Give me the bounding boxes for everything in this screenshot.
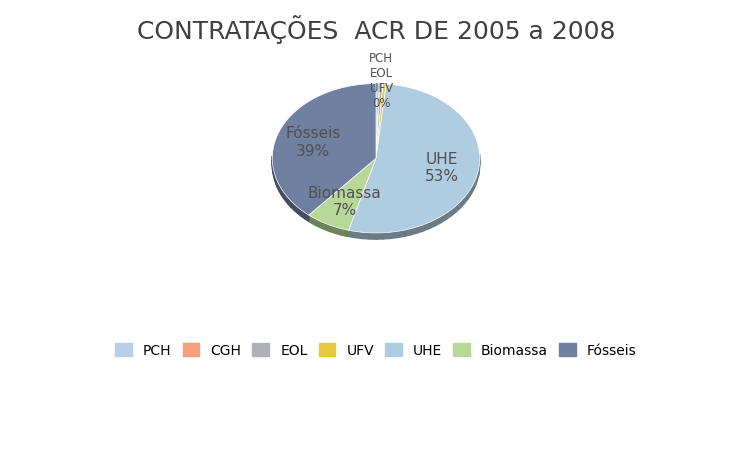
Polygon shape: [447, 210, 451, 220]
Polygon shape: [441, 214, 447, 223]
Polygon shape: [284, 193, 286, 202]
Polygon shape: [274, 175, 276, 185]
Polygon shape: [298, 208, 302, 217]
Polygon shape: [376, 85, 387, 159]
Polygon shape: [356, 232, 362, 239]
Polygon shape: [376, 84, 380, 159]
Polygon shape: [345, 230, 346, 236]
Text: Fósseis
39%: Fósseis 39%: [285, 126, 341, 158]
Polygon shape: [348, 85, 480, 234]
Polygon shape: [343, 230, 344, 236]
Polygon shape: [456, 202, 460, 212]
Polygon shape: [390, 232, 397, 239]
Polygon shape: [404, 229, 411, 237]
Polygon shape: [362, 233, 369, 239]
Polygon shape: [331, 226, 332, 233]
Polygon shape: [384, 233, 390, 239]
Polygon shape: [337, 228, 338, 235]
Polygon shape: [348, 231, 356, 238]
Polygon shape: [369, 233, 376, 239]
Polygon shape: [376, 84, 383, 159]
Polygon shape: [309, 159, 376, 231]
Polygon shape: [322, 222, 323, 229]
Polygon shape: [397, 230, 404, 238]
Text: PCH
EOL
UFV
0%: PCH EOL UFV 0%: [369, 52, 393, 110]
Polygon shape: [464, 194, 468, 204]
Polygon shape: [295, 205, 298, 214]
Polygon shape: [305, 213, 309, 222]
Polygon shape: [325, 224, 326, 230]
Polygon shape: [324, 223, 325, 230]
Polygon shape: [317, 221, 318, 227]
Polygon shape: [411, 227, 417, 235]
Polygon shape: [423, 223, 429, 231]
Polygon shape: [344, 230, 345, 236]
Polygon shape: [342, 230, 343, 236]
Polygon shape: [478, 165, 479, 176]
Polygon shape: [475, 175, 478, 186]
Polygon shape: [281, 189, 284, 199]
Polygon shape: [286, 196, 289, 205]
Text: UHE
53%: UHE 53%: [426, 152, 459, 184]
Polygon shape: [316, 220, 317, 226]
Polygon shape: [333, 227, 334, 233]
Polygon shape: [292, 202, 295, 211]
Polygon shape: [315, 219, 316, 226]
Polygon shape: [460, 198, 464, 208]
Polygon shape: [330, 226, 331, 232]
Polygon shape: [346, 230, 347, 237]
Polygon shape: [318, 221, 319, 227]
Polygon shape: [376, 233, 384, 239]
Polygon shape: [435, 217, 441, 226]
Title: CONTRATAÇÕES  ACR DE 2005 a 2008: CONTRATAÇÕES ACR DE 2005 a 2008: [137, 15, 615, 44]
Polygon shape: [289, 199, 292, 208]
Polygon shape: [272, 84, 376, 216]
Polygon shape: [326, 224, 327, 231]
Polygon shape: [417, 225, 423, 234]
Legend: PCH, CGH, EOL, UFV, UHE, Biomassa, Fósseis: PCH, CGH, EOL, UFV, UHE, Biomassa, Fósse…: [110, 338, 642, 363]
Polygon shape: [329, 226, 330, 232]
Polygon shape: [339, 229, 340, 235]
Polygon shape: [376, 84, 380, 159]
Polygon shape: [336, 228, 337, 234]
Text: Biomassa
7%: Biomassa 7%: [308, 185, 381, 218]
Polygon shape: [451, 207, 456, 216]
Polygon shape: [332, 226, 333, 233]
Polygon shape: [328, 225, 329, 231]
Polygon shape: [347, 230, 348, 237]
Polygon shape: [471, 184, 473, 195]
Polygon shape: [335, 227, 336, 234]
Polygon shape: [302, 211, 305, 219]
Polygon shape: [277, 182, 279, 192]
Polygon shape: [276, 179, 277, 189]
Polygon shape: [468, 189, 471, 200]
Polygon shape: [327, 225, 328, 231]
Polygon shape: [334, 227, 335, 234]
Polygon shape: [340, 229, 341, 235]
Polygon shape: [429, 220, 435, 229]
Polygon shape: [323, 223, 324, 230]
Polygon shape: [319, 221, 320, 228]
Polygon shape: [473, 180, 475, 191]
Polygon shape: [279, 186, 281, 195]
Polygon shape: [320, 222, 322, 229]
Polygon shape: [341, 229, 342, 235]
Polygon shape: [338, 228, 339, 235]
